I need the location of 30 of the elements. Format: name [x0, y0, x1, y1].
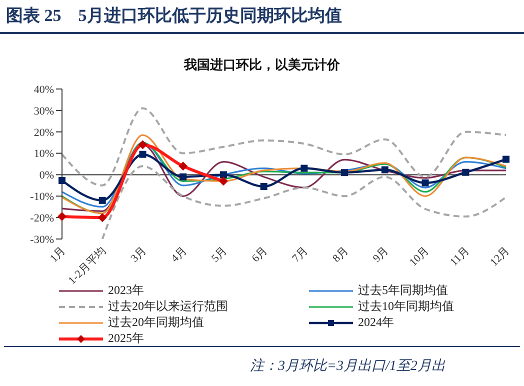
x-tick-label: 9月 [370, 244, 392, 265]
y-tick-label: 40% [34, 84, 54, 96]
x-tick-label: 8月 [330, 244, 351, 265]
legend-label: 过去20年同期均值 [108, 314, 204, 331]
x-tick-label: 10月 [407, 244, 432, 269]
x-tick-label: 1月 [48, 244, 68, 265]
legend-label: 2023年 [108, 282, 144, 299]
legend-label: 过去10年同期均值 [358, 298, 454, 315]
legend-label: 过去5年同期均值 [358, 282, 448, 299]
y-tick-label: 20% [34, 126, 54, 139]
chart-title: 图表 25 5月进口环比低于历史同期环比均值 [6, 5, 342, 27]
legend-label: 过去20年以来运行范围 [108, 298, 228, 315]
legend-label: 2025年 [108, 330, 144, 347]
x-tick-label: 1-2月平均 [66, 244, 108, 287]
y-tick-label: -10% [30, 191, 54, 204]
y-tick-label: 0% [39, 170, 54, 182]
x-tick-label: 4月 [169, 244, 190, 265]
legend-label: 2024年 [358, 314, 394, 331]
y-tick-label: -30% [30, 234, 54, 246]
x-tick-label: 7月 [290, 244, 310, 265]
text: 注：3月环比=3月出口/1至2月出 [250, 357, 446, 375]
y-tick-label: 10% [34, 148, 54, 160]
x-tick-label: 5月 [209, 244, 230, 265]
x-tick-label: 3月 [128, 244, 149, 265]
chart-subtitle: 我国进口环比，以美元计价 [182, 56, 341, 74]
x-tick-label: 12月 [488, 244, 512, 269]
x-tick-label: 6月 [250, 244, 270, 265]
y-tick-label: 30% [34, 105, 54, 118]
y-tick-label: -20% [30, 212, 54, 224]
x-tick-label: 11月 [448, 244, 472, 268]
